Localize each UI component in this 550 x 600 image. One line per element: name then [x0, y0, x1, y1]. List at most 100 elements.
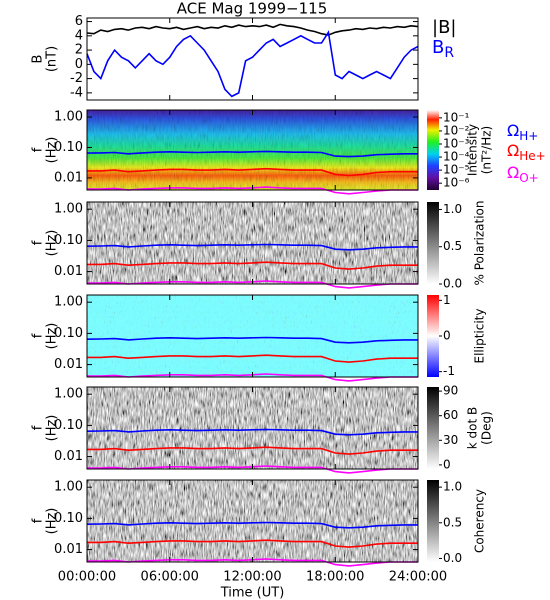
y-axis-label: (Hz) — [45, 508, 60, 535]
spectrogram-texture — [87, 110, 418, 190]
gyrofrequency-line — [86, 243, 418, 251]
series-line — [86, 23, 419, 36]
y-axis-label: (Hz) — [45, 230, 60, 257]
y-tick-label: 1.00 — [54, 480, 83, 495]
colorbar-tick-label: 10⁻⁶ — [443, 176, 470, 190]
colorbar-label: (Deg) — [480, 411, 494, 445]
colorbar-tick-label: 1 — [443, 293, 451, 307]
y-tick-label: 0.01 — [54, 449, 83, 464]
colorbar-tick-label: 0.5 — [443, 515, 462, 529]
legend-subscript: O+ — [519, 171, 539, 185]
legend-label: BR — [432, 37, 454, 61]
y-axis-label: B — [31, 55, 46, 64]
colorbar-label: k dot B — [466, 407, 480, 449]
colorbar-tick-label: 10⁻² — [443, 123, 470, 137]
y-tick-label: 0.01 — [54, 170, 83, 185]
series-line — [86, 30, 419, 98]
y-tick-label: 1.00 — [54, 110, 83, 125]
y-tick-label: 0.10 — [54, 326, 83, 341]
colorbar — [427, 202, 439, 284]
legend-name: Ω — [507, 163, 519, 182]
x-tick-label: 00:00:00 — [58, 570, 116, 585]
spectrogram-image — [87, 202, 418, 284]
y-axis-label: (Hz) — [45, 415, 60, 442]
x-tick-label: 18:00:00 — [306, 570, 364, 585]
y-tick-label: 6 — [75, 14, 83, 29]
legend-label: ΩHe+ — [507, 141, 546, 163]
gyrofrequency-line — [87, 446, 418, 455]
gyrofrequency-line — [87, 261, 418, 270]
y-tick-label: 0.10 — [54, 418, 83, 433]
y-axis-label: f — [31, 518, 46, 523]
legend-subscript: R — [444, 45, 454, 61]
y-tick-label: 4 — [75, 28, 83, 43]
y-axis-label: f — [31, 240, 46, 245]
colorbar — [427, 110, 439, 190]
gyrofrequency-line — [86, 521, 418, 529]
colorbar-tick-label: 10⁻¹ — [443, 110, 470, 124]
gyrofrequency-line — [87, 167, 418, 177]
colorbar-tick-label: 0.0 — [443, 277, 462, 291]
legend-subscript: He+ — [519, 149, 545, 163]
colorbar-tick-label: 10⁻³ — [443, 136, 470, 150]
y-axis-label: f — [31, 147, 46, 152]
legend-name: Ω — [507, 121, 519, 140]
colorbar-tick-label: 0.0 — [443, 551, 462, 565]
colorbar-label: Intensity — [466, 124, 480, 176]
gyrofrequency-line — [87, 539, 418, 548]
gyrofrequency-line — [86, 336, 418, 344]
spectrogram-image — [87, 480, 418, 562]
legend-label: ΩH+ — [507, 121, 538, 143]
colorbar — [427, 387, 439, 469]
y-axis-label: (Hz) — [45, 137, 60, 164]
gyrofrequency-line — [87, 354, 418, 363]
x-tick-label: 24:00:00 — [389, 570, 447, 585]
y-tick-label: 0.10 — [54, 233, 83, 248]
y-tick-label: -4 — [70, 85, 83, 100]
spectrogram-image — [87, 387, 418, 469]
y-axis-label: (Hz) — [45, 323, 60, 350]
colorbar — [427, 295, 439, 377]
plot-frame — [86, 17, 419, 101]
y-tick-label: 1.00 — [54, 387, 83, 402]
legend-name: Ω — [507, 141, 519, 160]
gyrofrequency-line — [86, 150, 418, 158]
colorbar-tick-label: 0 — [443, 457, 451, 471]
colorbar-tick-label: 90 — [443, 384, 458, 398]
colorbar-tick-label: 60 — [443, 408, 458, 422]
colorbar-tick-label: 0 — [443, 329, 451, 343]
legend-subscript: H+ — [519, 129, 538, 143]
y-tick-label: 0.01 — [54, 357, 83, 372]
colorbar-tick-label: 1.0 — [443, 480, 462, 494]
legend-label: |B| — [432, 17, 456, 38]
y-tick-label: 0.10 — [54, 140, 83, 155]
legend-name: |B| — [432, 17, 456, 38]
colorbar-label: Coherency — [473, 489, 487, 553]
colorbar-tick-label: 1.0 — [443, 202, 462, 216]
colorbar-label: Ellipticity — [473, 309, 487, 364]
chart-title: ACE Mag 1999−115 — [177, 0, 328, 18]
y-tick-label: 1.00 — [54, 295, 83, 310]
y-tick-label: -2 — [70, 71, 83, 86]
y-tick-label: 2 — [75, 43, 83, 58]
y-axis-label: (nT) — [45, 46, 60, 72]
colorbar-label: (nT²/Hz) — [480, 126, 494, 174]
y-tick-label: 0.01 — [54, 264, 83, 279]
y-tick-label: 0.10 — [54, 511, 83, 526]
colorbar-tick-label: -1 — [443, 364, 455, 378]
x-tick-label: 06:00:00 — [141, 570, 199, 585]
gyrofrequency-line — [86, 428, 418, 436]
colorbar-label: % Polarization — [473, 201, 487, 286]
colorbar-tick-label: 10⁻⁴ — [443, 150, 470, 164]
y-tick-label: 0 — [75, 57, 83, 72]
x-axis-label: Time (UT) — [220, 586, 285, 600]
colorbar-tick-label: 30 — [443, 433, 458, 447]
x-tick-label: 12:00:00 — [223, 570, 281, 585]
colorbar — [427, 480, 439, 562]
colorbar-tick-label: 10⁻⁵ — [443, 163, 470, 177]
y-tick-label: 0.01 — [54, 542, 83, 557]
y-axis-label: f — [31, 425, 46, 430]
colorbar-tick-label: 0.5 — [443, 239, 462, 253]
legend-name: B — [432, 37, 444, 58]
